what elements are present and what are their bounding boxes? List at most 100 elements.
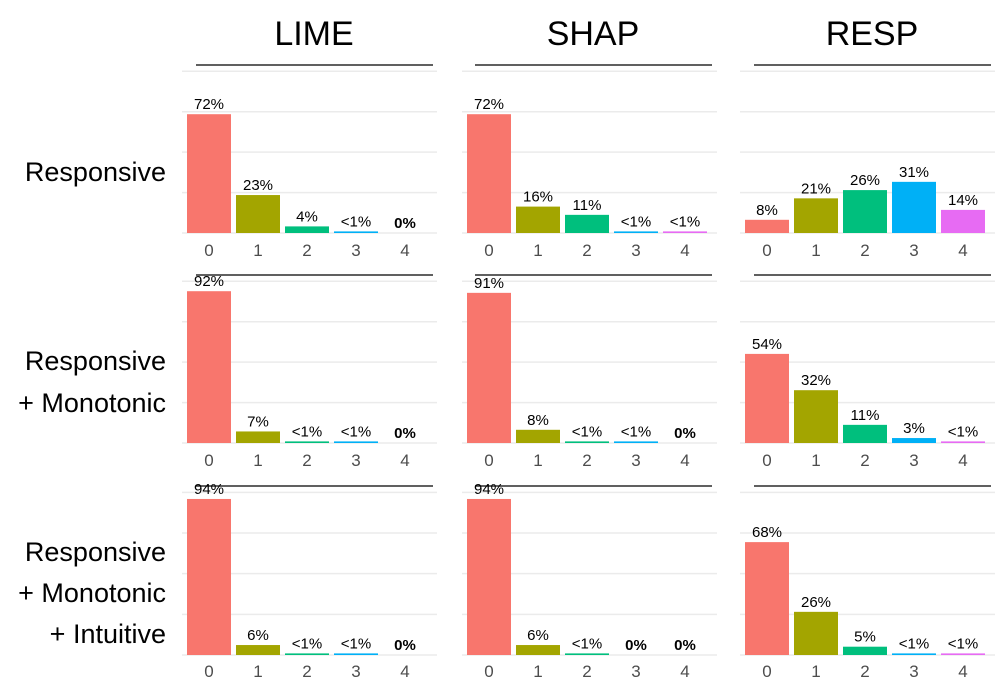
bar-0-1-2 [565, 215, 609, 233]
x-tick-label-2-2-1: 1 [811, 662, 820, 681]
bar-2-2-4 [941, 653, 985, 655]
x-tick-label-2-0-0: 0 [204, 662, 213, 681]
bar-0-2-0 [745, 220, 789, 233]
row-label-2-line-2: + Intuitive [50, 619, 166, 649]
x-tick-label-2-2-3: 3 [909, 662, 918, 681]
x-tick-label-2-1-3: 3 [631, 662, 640, 681]
bar-label-2-0-1: 6% [247, 627, 269, 644]
bar-label-2-2-4: <1% [948, 635, 978, 652]
bar-label-1-0-3: <1% [341, 423, 371, 440]
row-label-2-line-0: Responsive [25, 537, 166, 567]
bar-label-0-1-1: 16% [523, 189, 553, 206]
x-tick-label-1-1-1: 1 [533, 451, 542, 470]
x-tick-label-1-1-2: 2 [582, 451, 591, 470]
bar-label-2-0-3: <1% [341, 635, 371, 652]
x-tick-label-0-0-3: 3 [351, 241, 360, 260]
bar-0-1-3 [614, 231, 658, 233]
x-tick-label-2-2-0: 0 [762, 662, 771, 681]
bar-label-2-0-4: 0% [394, 637, 416, 654]
bar-label-0-0-3: <1% [341, 213, 371, 230]
x-tick-label-2-1-1: 1 [533, 662, 542, 681]
bar-label-0-0-4: 0% [394, 215, 416, 232]
bar-label-2-1-3: 0% [625, 637, 647, 654]
column-title-lime: LIME [274, 15, 353, 53]
bar-label-1-2-0: 54% [752, 336, 782, 353]
bar-0-2-1 [794, 198, 838, 233]
bar-2-2-3 [892, 653, 936, 655]
x-tick-label-0-0-0: 0 [204, 241, 213, 260]
row-label-1-line-0: Responsive [25, 346, 166, 376]
bar-2-0-1 [236, 645, 280, 655]
x-tick-label-2-0-1: 1 [253, 662, 262, 681]
bar-1-2-2 [843, 425, 887, 443]
bar-1-0-3 [334, 441, 378, 443]
bar-2-2-1 [794, 612, 838, 655]
bar-label-0-2-3: 31% [899, 164, 929, 181]
x-tick-label-2-0-2: 2 [302, 662, 311, 681]
bar-label-1-2-2: 11% [851, 407, 880, 424]
x-tick-label-1-1-4: 4 [680, 451, 689, 470]
bar-label-2-0-0: 94% [194, 481, 224, 498]
x-tick-label-1-2-0: 0 [762, 451, 771, 470]
x-tick-label-2-2-4: 4 [958, 662, 967, 681]
x-tick-label-0-2-0: 0 [762, 241, 771, 260]
bar-label-1-1-3: <1% [621, 423, 651, 440]
x-tick-label-1-0-0: 0 [204, 451, 213, 470]
bar-1-2-0 [745, 354, 789, 443]
x-tick-label-0-2-2: 2 [860, 241, 869, 260]
bar-label-2-2-1: 26% [801, 594, 831, 611]
x-tick-label-1-0-2: 2 [302, 451, 311, 470]
x-tick-label-0-0-2: 2 [302, 241, 311, 260]
bar-1-0-0 [187, 291, 231, 443]
bar-chart-grid: LIME SHAP RESPResponsiveResponsive+ Monoto… [0, 0, 1000, 689]
bar-1-2-3 [892, 438, 936, 443]
x-tick-label-1-2-4: 4 [958, 451, 967, 470]
x-tick-label-2-1-0: 0 [484, 662, 493, 681]
row-label-0-line-0: Responsive [25, 157, 166, 187]
bar-label-1-1-1: 8% [527, 412, 549, 429]
bar-label-2-2-2: 5% [854, 629, 876, 646]
bar-label-1-1-2: <1% [572, 423, 602, 440]
x-tick-label-0-1-0: 0 [484, 241, 493, 260]
bar-2-2-2 [843, 647, 887, 655]
bar-2-1-0 [467, 499, 511, 655]
x-tick-label-2-0-3: 3 [351, 662, 360, 681]
bar-label-1-1-0: 91% [474, 275, 504, 292]
bar-label-1-0-4: 0% [394, 425, 416, 442]
x-tick-label-1-2-2: 2 [860, 451, 869, 470]
x-tick-label-0-1-4: 4 [680, 241, 689, 260]
bar-2-1-2 [565, 653, 609, 655]
x-tick-label-0-1-1: 1 [533, 241, 542, 260]
bar-label-1-0-1: 7% [247, 413, 269, 430]
bar-label-0-2-0: 8% [756, 202, 778, 219]
x-tick-label-1-0-1: 1 [253, 451, 262, 470]
bar-0-2-4 [941, 210, 985, 233]
bar-1-0-2 [285, 441, 329, 443]
bar-label-2-1-4: 0% [674, 637, 696, 654]
x-tick-label-0-2-1: 1 [811, 241, 820, 260]
bar-label-1-2-3: 3% [903, 420, 925, 437]
x-tick-label-0-1-3: 3 [631, 241, 640, 260]
bar-1-2-4 [941, 441, 985, 443]
bar-1-1-1 [516, 430, 560, 443]
bar-2-1-1 [516, 645, 560, 655]
bar-label-2-2-3: <1% [899, 635, 929, 652]
bar-2-0-0 [187, 499, 231, 655]
x-tick-label-1-1-3: 3 [631, 451, 640, 470]
bar-label-1-2-1: 32% [801, 372, 831, 389]
bar-label-0-1-2: 11% [573, 197, 602, 214]
bar-label-2-1-2: <1% [572, 635, 602, 652]
bar-2-0-3 [334, 653, 378, 655]
bar-1-1-2 [565, 441, 609, 443]
bar-0-1-0 [467, 114, 511, 233]
bar-label-2-0-2: <1% [292, 635, 322, 652]
bar-1-2-1 [794, 390, 838, 443]
x-tick-label-2-1-4: 4 [680, 662, 689, 681]
x-tick-label-0-0-1: 1 [253, 241, 262, 260]
x-tick-label-0-2-3: 3 [909, 241, 918, 260]
bar-0-0-2 [285, 226, 329, 233]
x-tick-label-0-1-2: 2 [582, 241, 591, 260]
x-tick-label-1-0-3: 3 [351, 451, 360, 470]
bar-0-1-1 [516, 207, 560, 233]
bar-0-0-3 [334, 231, 378, 233]
